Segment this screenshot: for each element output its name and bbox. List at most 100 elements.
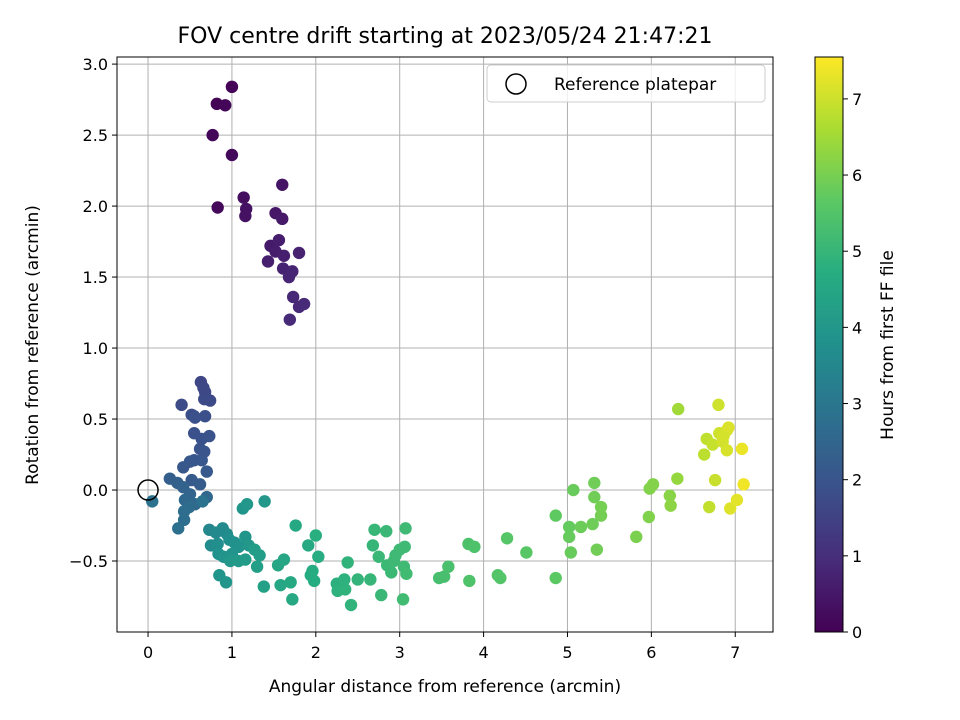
scatter-point bbox=[277, 553, 291, 566]
scatter-point bbox=[375, 588, 388, 602]
scatter-point bbox=[396, 593, 410, 606]
y-tick-label: 1.0 bbox=[83, 339, 108, 358]
scatter-point bbox=[272, 233, 286, 247]
scatter-point bbox=[312, 550, 325, 563]
colorbar-tick-label: 6 bbox=[852, 166, 862, 185]
x-tick-label: 1 bbox=[227, 643, 237, 662]
scatter-point bbox=[372, 550, 385, 563]
scatter-point bbox=[562, 530, 576, 544]
chart-title: FOV centre drift starting at 2023/05/24 … bbox=[178, 24, 713, 49]
colorbar-tick-label: 3 bbox=[852, 395, 862, 414]
scatter-point bbox=[399, 522, 412, 535]
scatter-point bbox=[253, 549, 266, 562]
scatter-point bbox=[258, 495, 271, 508]
colorbar-tick-label: 0 bbox=[852, 623, 862, 642]
scatter-point bbox=[225, 148, 239, 162]
scatter-point bbox=[239, 209, 252, 223]
scatter-point bbox=[703, 500, 716, 514]
scatter-point bbox=[172, 522, 185, 535]
scatter-point bbox=[594, 500, 608, 514]
colorbar-tick-label: 1 bbox=[852, 547, 862, 566]
scatter-point bbox=[588, 490, 601, 504]
scatter-point bbox=[274, 578, 287, 592]
scatter-point bbox=[730, 493, 744, 507]
scatter-point bbox=[282, 270, 296, 284]
scatter-point bbox=[698, 448, 711, 461]
x-tick-label: 3 bbox=[395, 643, 405, 662]
scatter-point bbox=[286, 290, 300, 304]
scatter-point bbox=[364, 573, 377, 586]
scatter-point bbox=[237, 191, 250, 204]
scatter-point bbox=[277, 249, 291, 262]
scatter-point bbox=[549, 509, 562, 522]
scatter-point bbox=[225, 80, 239, 94]
reference-platepar-marker bbox=[137, 479, 159, 501]
legend: Reference platepar bbox=[486, 64, 766, 103]
x-tick-label: 5 bbox=[562, 643, 572, 662]
scatter-point bbox=[200, 465, 213, 478]
scatter-point bbox=[297, 297, 311, 311]
y-tick-label: −0.5 bbox=[69, 552, 108, 571]
scatter-point bbox=[257, 580, 271, 593]
scatter-point bbox=[463, 574, 476, 588]
scatter-point bbox=[193, 478, 207, 491]
scatter-point bbox=[344, 598, 358, 612]
scatter-point bbox=[400, 567, 413, 580]
scatter-point bbox=[188, 411, 202, 424]
scatter-point bbox=[630, 530, 643, 544]
scatter-point bbox=[206, 128, 219, 142]
scatter-point bbox=[309, 529, 323, 542]
scatter-point bbox=[574, 520, 588, 534]
colorbar-frame bbox=[814, 56, 844, 633]
x-axis-ticks: 0 1 2 3 4 5 6 7 bbox=[143, 632, 740, 662]
x-axis-label: Angular distance from reference (arcmin) bbox=[269, 677, 621, 697]
y-axis-label: Rotation from reference (arcmin) bbox=[23, 205, 43, 485]
x-tick-label: 6 bbox=[646, 643, 656, 662]
scatter-point bbox=[338, 573, 351, 586]
colorbar-gradient bbox=[815, 57, 843, 632]
x-tick-label: 4 bbox=[478, 643, 488, 662]
colorbar-tick-label: 5 bbox=[852, 242, 862, 261]
scatter-point bbox=[211, 537, 224, 551]
scatter-point bbox=[368, 523, 381, 536]
scatter-point bbox=[520, 546, 533, 559]
scatter-point bbox=[642, 510, 656, 524]
scatter-point bbox=[341, 556, 354, 569]
colorbar-ticks: 0 1 2 3 4 5 6 7 bbox=[843, 90, 862, 642]
x-tick-label: 0 bbox=[143, 643, 153, 662]
scatter-point bbox=[219, 576, 233, 589]
scatter-point bbox=[284, 576, 297, 589]
scatter-point bbox=[196, 495, 209, 508]
colorbar: 0 1 2 3 4 5 6 7 bbox=[814, 56, 862, 642]
scatter-point bbox=[500, 532, 514, 545]
scatter-point bbox=[737, 478, 750, 491]
scatter-point bbox=[594, 509, 608, 522]
y-axis-ticks: −0.5 0.0 0.5 1.0 1.5 2.0 2.5 3.0 bbox=[69, 55, 117, 571]
scatter-point bbox=[664, 499, 677, 512]
y-tick-label: 2.5 bbox=[83, 126, 108, 145]
scatter-point bbox=[283, 313, 297, 326]
axes-frame bbox=[116, 56, 774, 633]
scatter-point bbox=[564, 546, 578, 559]
scatter-point bbox=[468, 540, 481, 554]
scatter-point bbox=[494, 571, 507, 585]
plot-area bbox=[116, 56, 774, 633]
y-tick-label: 3.0 bbox=[83, 55, 108, 74]
legend-reference-marker bbox=[505, 73, 527, 95]
scatter-point bbox=[708, 473, 722, 487]
scatter-point bbox=[292, 246, 306, 260]
scatter-point bbox=[195, 454, 208, 467]
scatter-point bbox=[385, 566, 398, 579]
scatter-point bbox=[351, 573, 364, 586]
y-tick-label: 2.0 bbox=[83, 197, 108, 216]
scatter-point bbox=[720, 444, 734, 457]
scatter-point bbox=[250, 560, 264, 573]
scatter-point bbox=[302, 539, 315, 552]
scatter-point bbox=[646, 478, 660, 491]
scatter-point bbox=[735, 442, 749, 456]
scatter-point bbox=[146, 495, 159, 508]
scatter-point bbox=[567, 483, 580, 497]
y-tick-label: 0.0 bbox=[83, 481, 108, 500]
